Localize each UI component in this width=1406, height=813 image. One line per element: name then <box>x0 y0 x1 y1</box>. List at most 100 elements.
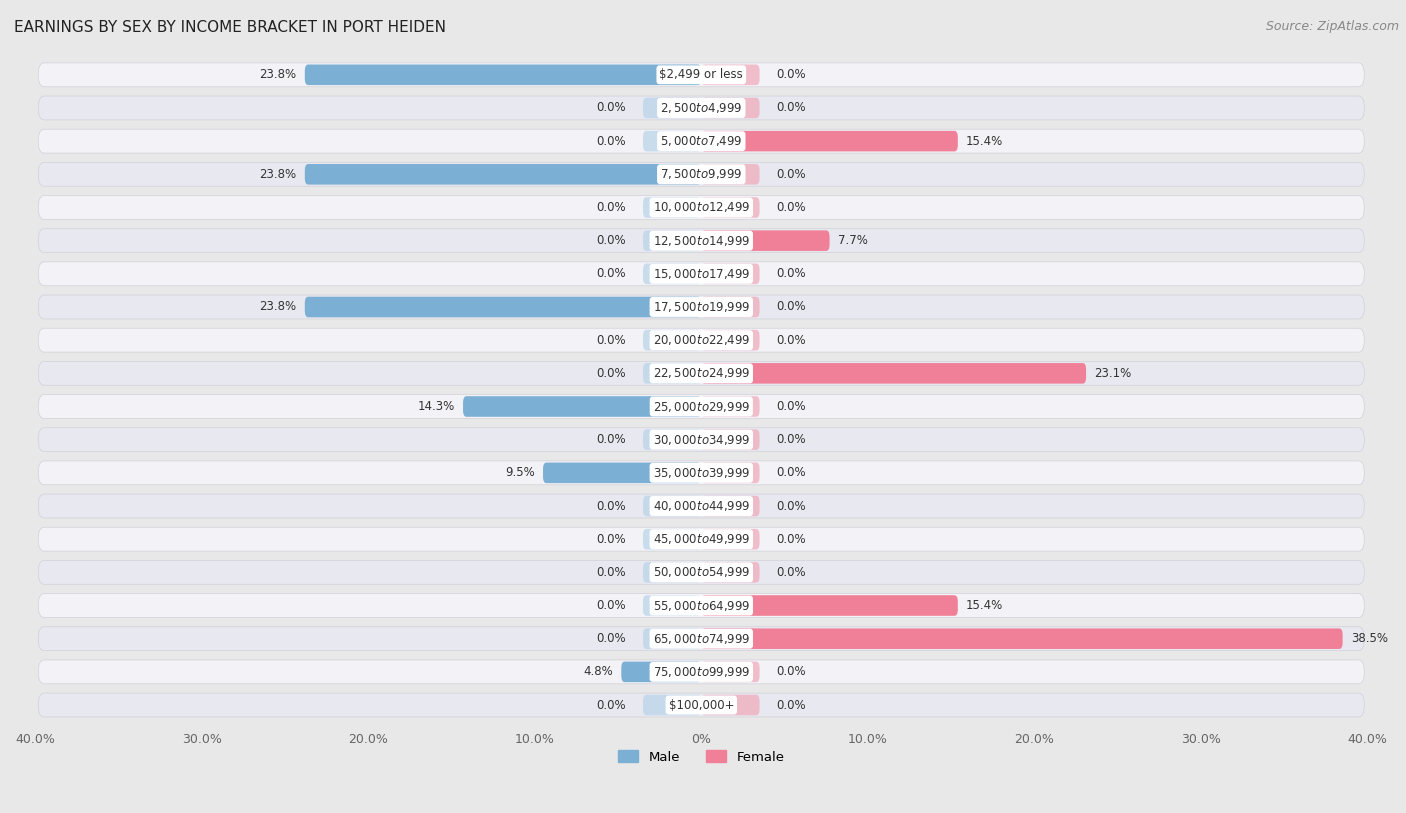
Text: 0.0%: 0.0% <box>776 467 806 480</box>
FancyBboxPatch shape <box>38 63 1364 87</box>
Text: $12,500 to $14,999: $12,500 to $14,999 <box>652 233 749 248</box>
FancyBboxPatch shape <box>38 627 1364 650</box>
Text: $20,000 to $22,499: $20,000 to $22,499 <box>652 333 749 347</box>
Text: 0.0%: 0.0% <box>596 102 626 115</box>
Text: 0.0%: 0.0% <box>776 68 806 81</box>
Text: 9.5%: 9.5% <box>505 467 534 480</box>
FancyBboxPatch shape <box>702 595 957 615</box>
FancyBboxPatch shape <box>38 560 1364 585</box>
Text: $35,000 to $39,999: $35,000 to $39,999 <box>652 466 749 480</box>
Text: 0.0%: 0.0% <box>596 566 626 579</box>
Text: EARNINGS BY SEX BY INCOME BRACKET IN PORT HEIDEN: EARNINGS BY SEX BY INCOME BRACKET IN POR… <box>14 20 446 35</box>
FancyBboxPatch shape <box>643 263 702 284</box>
Text: $25,000 to $29,999: $25,000 to $29,999 <box>652 399 749 414</box>
Text: 23.1%: 23.1% <box>1094 367 1132 380</box>
FancyBboxPatch shape <box>305 164 702 185</box>
Text: $5,000 to $7,499: $5,000 to $7,499 <box>659 134 742 148</box>
Text: $22,500 to $24,999: $22,500 to $24,999 <box>652 367 749 380</box>
FancyBboxPatch shape <box>643 429 702 450</box>
FancyBboxPatch shape <box>38 693 1364 717</box>
Text: $17,500 to $19,999: $17,500 to $19,999 <box>652 300 749 314</box>
FancyBboxPatch shape <box>38 593 1364 617</box>
FancyBboxPatch shape <box>643 562 702 583</box>
Text: 0.0%: 0.0% <box>596 499 626 512</box>
FancyBboxPatch shape <box>38 428 1364 451</box>
FancyBboxPatch shape <box>702 562 759 583</box>
FancyBboxPatch shape <box>702 297 759 317</box>
Text: 0.0%: 0.0% <box>596 533 626 546</box>
FancyBboxPatch shape <box>702 131 957 151</box>
Text: 0.0%: 0.0% <box>776 167 806 180</box>
FancyBboxPatch shape <box>702 628 1343 649</box>
Text: 0.0%: 0.0% <box>776 267 806 280</box>
Text: Source: ZipAtlas.com: Source: ZipAtlas.com <box>1265 20 1399 33</box>
Text: $2,499 or less: $2,499 or less <box>659 68 744 81</box>
FancyBboxPatch shape <box>643 529 702 550</box>
FancyBboxPatch shape <box>702 463 759 483</box>
Text: 0.0%: 0.0% <box>776 201 806 214</box>
Text: $7,500 to $9,999: $7,500 to $9,999 <box>659 167 742 181</box>
Text: $40,000 to $44,999: $40,000 to $44,999 <box>652 499 749 513</box>
FancyBboxPatch shape <box>38 163 1364 186</box>
FancyBboxPatch shape <box>702 230 830 251</box>
Text: $2,500 to $4,999: $2,500 to $4,999 <box>659 101 742 115</box>
Text: 23.8%: 23.8% <box>259 167 297 180</box>
Text: $30,000 to $34,999: $30,000 to $34,999 <box>652 433 749 446</box>
FancyBboxPatch shape <box>305 64 702 85</box>
FancyBboxPatch shape <box>38 660 1364 684</box>
Text: 14.3%: 14.3% <box>418 400 454 413</box>
Text: 0.0%: 0.0% <box>776 102 806 115</box>
FancyBboxPatch shape <box>643 230 702 251</box>
FancyBboxPatch shape <box>702 164 759 185</box>
FancyBboxPatch shape <box>38 494 1364 518</box>
FancyBboxPatch shape <box>38 129 1364 153</box>
FancyBboxPatch shape <box>643 363 702 384</box>
Text: $45,000 to $49,999: $45,000 to $49,999 <box>652 533 749 546</box>
Text: 0.0%: 0.0% <box>596 367 626 380</box>
Text: 0.0%: 0.0% <box>776 566 806 579</box>
Text: 7.7%: 7.7% <box>838 234 868 247</box>
FancyBboxPatch shape <box>702 330 759 350</box>
Text: 0.0%: 0.0% <box>596 433 626 446</box>
Text: $100,000+: $100,000+ <box>668 698 734 711</box>
Text: 0.0%: 0.0% <box>596 599 626 612</box>
FancyBboxPatch shape <box>702 363 1085 384</box>
FancyBboxPatch shape <box>702 662 759 682</box>
FancyBboxPatch shape <box>38 394 1364 419</box>
Text: 0.0%: 0.0% <box>596 135 626 148</box>
FancyBboxPatch shape <box>38 96 1364 120</box>
Legend: Male, Female: Male, Female <box>613 745 790 769</box>
FancyBboxPatch shape <box>38 262 1364 285</box>
FancyBboxPatch shape <box>702 429 759 450</box>
Text: 0.0%: 0.0% <box>596 267 626 280</box>
FancyBboxPatch shape <box>702 64 759 85</box>
FancyBboxPatch shape <box>643 595 702 615</box>
FancyBboxPatch shape <box>702 529 759 550</box>
FancyBboxPatch shape <box>305 297 702 317</box>
Text: 23.8%: 23.8% <box>259 68 297 81</box>
Text: 0.0%: 0.0% <box>596 234 626 247</box>
Text: 0.0%: 0.0% <box>776 433 806 446</box>
Text: $65,000 to $74,999: $65,000 to $74,999 <box>652 632 749 646</box>
Text: 0.0%: 0.0% <box>776 499 806 512</box>
FancyBboxPatch shape <box>643 695 702 715</box>
FancyBboxPatch shape <box>621 662 702 682</box>
FancyBboxPatch shape <box>643 628 702 649</box>
Text: 15.4%: 15.4% <box>966 599 1004 612</box>
FancyBboxPatch shape <box>643 131 702 151</box>
Text: $10,000 to $12,499: $10,000 to $12,499 <box>652 201 749 215</box>
FancyBboxPatch shape <box>543 463 702 483</box>
FancyBboxPatch shape <box>702 496 759 516</box>
Text: 23.8%: 23.8% <box>259 301 297 314</box>
FancyBboxPatch shape <box>38 328 1364 352</box>
Text: 0.0%: 0.0% <box>776 333 806 346</box>
FancyBboxPatch shape <box>38 528 1364 551</box>
Text: $50,000 to $54,999: $50,000 to $54,999 <box>652 565 749 580</box>
FancyBboxPatch shape <box>38 196 1364 220</box>
Text: 0.0%: 0.0% <box>776 665 806 678</box>
Text: 15.4%: 15.4% <box>966 135 1004 148</box>
FancyBboxPatch shape <box>643 330 702 350</box>
Text: 0.0%: 0.0% <box>596 201 626 214</box>
Text: 4.8%: 4.8% <box>583 665 613 678</box>
FancyBboxPatch shape <box>702 98 759 118</box>
